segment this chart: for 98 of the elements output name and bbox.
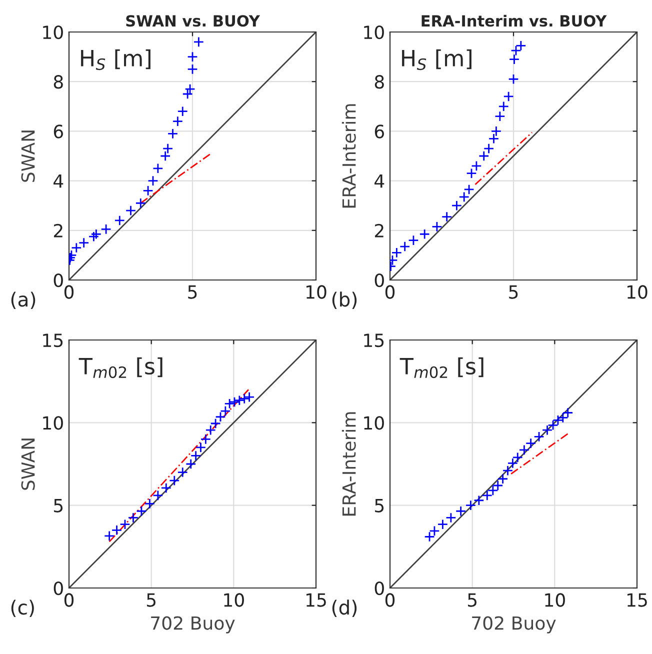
point: [160, 150, 171, 162]
y-tick-label: 15: [43, 334, 63, 348]
point: [177, 106, 188, 117]
point: [437, 518, 448, 530]
point: [152, 163, 164, 174]
y-axis-title: SWAN: [21, 438, 35, 490]
x-tick-label: 15: [627, 593, 647, 607]
text: (d): [332, 600, 357, 618]
annotation: T$_{m02}$ [s]: [400, 357, 484, 378]
y-tick-label: 2: [54, 224, 62, 238]
point: [186, 458, 196, 470]
point: [169, 475, 180, 486]
y-tick-label: 0: [374, 273, 384, 288]
y-tick-label: 5: [54, 499, 63, 512]
point: [135, 198, 146, 208]
x-tick-label: 5: [509, 285, 518, 299]
point: [399, 241, 410, 252]
point: [128, 512, 139, 524]
x-tick-label: 0: [64, 285, 74, 299]
y-axis-title: ERA-Interim: [342, 412, 356, 516]
chart-title: ERA-Interim vs. BUOY: [422, 14, 607, 27]
point: [172, 116, 184, 127]
y-tick-label: 10: [364, 25, 384, 40]
x-tick-label: 5: [188, 285, 197, 299]
y-tick-label: 10: [364, 416, 384, 430]
point: [190, 450, 202, 462]
annotation: H$_{S}$ [m]: [402, 49, 472, 70]
point: [167, 128, 178, 140]
y-axis-title: ERA-Interim: [342, 104, 356, 208]
point: [148, 175, 158, 186]
point: [193, 36, 204, 48]
point: [474, 495, 484, 506]
point: [419, 228, 430, 240]
y-tick-label: 10: [43, 25, 63, 40]
x-tick-label: 0: [385, 593, 395, 607]
point: [120, 518, 130, 530]
text: (a): [11, 292, 36, 310]
x-tick-label: 0: [64, 593, 74, 607]
x-tick-label: 0: [385, 285, 395, 299]
point: [465, 500, 476, 511]
point: [114, 215, 125, 226]
y-tick-label: 0: [54, 273, 63, 288]
point: [494, 110, 506, 122]
x-tick-label: 10: [627, 285, 648, 299]
point: [490, 126, 502, 137]
point: [441, 211, 452, 222]
y-tick-label: 2: [374, 224, 384, 238]
point: [498, 101, 509, 112]
y-axis-title: SWAN: [21, 130, 35, 182]
x-axis-title: 702 Buoy: [472, 616, 556, 634]
point: [508, 54, 520, 65]
point: [144, 498, 156, 510]
point: [100, 224, 112, 235]
x-tick-label: 10: [545, 593, 565, 607]
y-tick-label: 4: [374, 174, 384, 188]
y-tick-label: 6: [374, 124, 384, 138]
point: [488, 133, 500, 144]
x-tick-label: 5: [146, 593, 156, 607]
point: [534, 431, 544, 442]
point: [187, 64, 198, 75]
annotation: H$_{S}$ [m]: [81, 49, 150, 70]
point: [142, 185, 154, 196]
point: [408, 234, 419, 246]
point: [125, 205, 136, 216]
point: [160, 482, 172, 494]
y-tick-label: 4: [54, 174, 64, 188]
chart-title: SWAN vs. BUOY: [126, 15, 260, 27]
point: [200, 434, 212, 445]
point: [162, 143, 174, 154]
y-tick-label: 10: [43, 416, 63, 430]
point: [432, 221, 442, 232]
point: [451, 200, 462, 211]
x-tick-label: 15: [306, 593, 326, 607]
y-tick-label: 6: [54, 124, 63, 138]
point: [508, 74, 519, 84]
point: [136, 506, 147, 516]
text: (b): [332, 292, 357, 310]
y-tick-label: 5: [375, 499, 384, 512]
point: [177, 466, 188, 478]
text: (c): [11, 600, 34, 618]
y-tick-label: 0: [54, 581, 63, 596]
y-tick-label: 8: [374, 75, 384, 89]
x-tick-label: 10: [306, 285, 326, 299]
point: [152, 490, 164, 501]
annotation: T$_{m02}$ [s]: [78, 357, 162, 378]
point: [88, 231, 100, 242]
y-tick-label: 0: [374, 581, 384, 596]
x-tick-label: 10: [224, 593, 244, 607]
point: [503, 91, 514, 102]
point: [446, 512, 456, 524]
point: [195, 442, 206, 453]
y-tick-label: 8: [54, 75, 63, 89]
x-axis-title: 702 Buoy: [151, 616, 235, 634]
y-tick-label: 15: [364, 334, 384, 348]
point: [187, 51, 198, 62]
point: [90, 228, 102, 240]
x-tick-label: 5: [468, 593, 476, 607]
point: [455, 506, 466, 516]
